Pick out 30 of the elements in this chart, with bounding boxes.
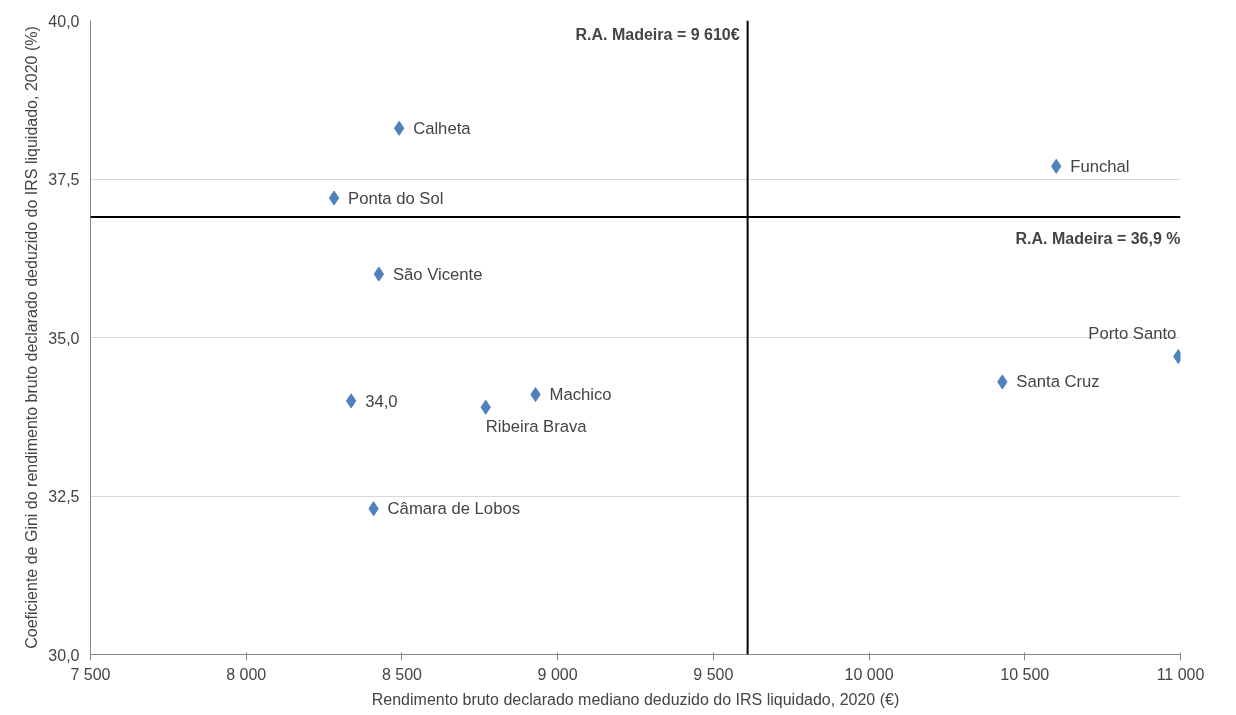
x-tick-label: 10 000 [844,665,894,683]
y-tick-label: 30,0 [48,646,80,664]
x-tick-label: 8 000 [226,665,267,683]
annotation: Ribeira Brava [485,417,588,437]
x-tick-label: 7 500 [70,665,111,683]
point [393,120,405,136]
annotation: Câmara de Lobos [387,499,520,519]
annotation: 34,0 [365,391,398,411]
x-tick-label: 9 500 [693,665,734,683]
point [373,266,385,282]
y-tick-label: 37,5 [48,171,80,188]
x-tick-label: 11 000 [1156,665,1205,683]
y-axis-title: Coeficiente de Gini do rendimento bruto declarado deduzido do IRS liquidado, 2020 (%) [23,26,41,649]
point [328,190,340,206]
x-axis-title: Rendimento bruto declarado mediano deduzido do IRS liquidado, 2020 (€) [371,690,900,708]
annotation: Funchal [1070,156,1130,176]
y-tick-label: 35,0 [48,329,80,347]
y-tick-label: 32,5 [48,488,80,505]
x-tick-label: 9 000 [537,665,578,683]
annotation: Santa Cruz [1016,372,1100,392]
annotation: Porto Santo [1088,323,1177,343]
annotation: Calheta [413,118,472,138]
annotation: Ponta do Sol [348,188,444,208]
x-tick-label: 10 500 [1000,665,1050,683]
ref-line-label: R.A. Madeira = 36,9 % [1015,230,1181,248]
annotation: Machico [549,385,612,405]
annotation: São Vicente [392,264,483,284]
y-tick-label: 40,0 [48,12,80,30]
ref-line-label: R.A. Madeira = 9 610€ [575,25,740,43]
x-tick-label: 8 500 [381,665,423,683]
